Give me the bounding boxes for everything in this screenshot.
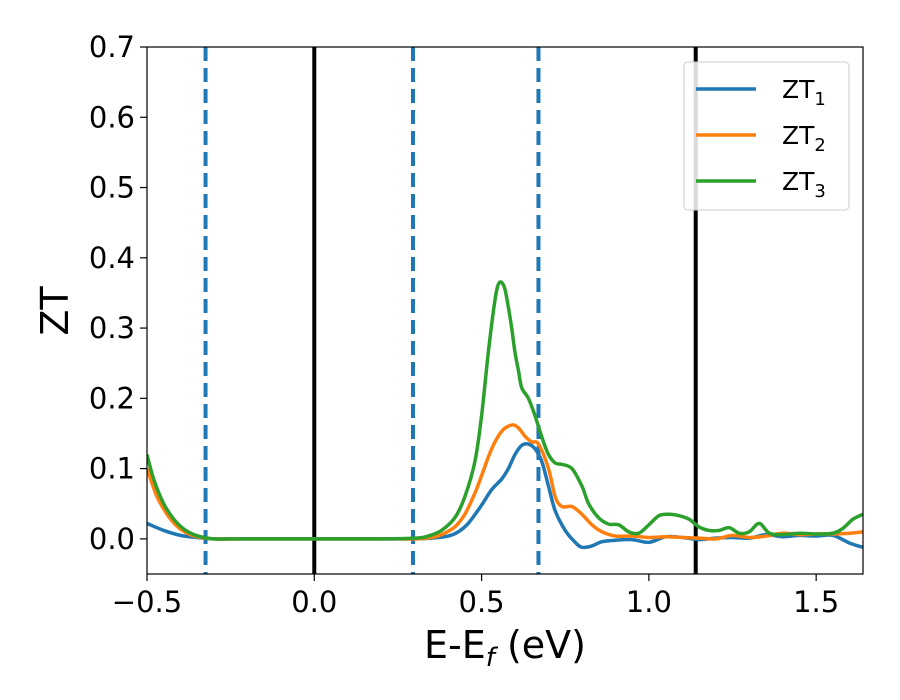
y-tick-label: 0.3	[89, 311, 135, 345]
reference-lines	[203, 47, 698, 574]
x-axis-ticks: −0.5 0.0 0.5 1.0 1.5	[112, 574, 839, 619]
legend-label-zt3: ZT3	[782, 167, 826, 202]
y-tick-label: 0.5	[89, 171, 135, 205]
plot-frame	[146, 46, 864, 575]
legend: ZT1 ZT2 ZT3	[683, 61, 850, 211]
series-line-zt1	[147, 441, 863, 550]
y-tick-label: 0.2	[89, 381, 135, 415]
legend-label-zt2: ZT2	[782, 121, 826, 156]
x-tick-label: 1.5	[793, 585, 839, 619]
y-axis-title: ZT	[33, 286, 77, 336]
series-lines	[147, 280, 863, 550]
y-tick-label: 0.1	[89, 452, 135, 486]
x-tick-label: 0.5	[459, 585, 505, 619]
x-tick-label: 0.0	[291, 585, 337, 619]
y-axis-ticks: 0.0 0.1 0.2 0.3 0.4 0.5 0.6 0.7	[89, 30, 147, 556]
legend-box	[683, 61, 850, 211]
x-tick-label: 1.0	[626, 585, 672, 619]
y-tick-label: 0.4	[89, 241, 135, 275]
series-line-zt2	[147, 423, 863, 541]
legend-label-zt1: ZT1	[782, 75, 826, 110]
y-tick-label: 0.6	[89, 100, 135, 134]
x-axis-title: E-Ef (eV)	[424, 623, 586, 673]
y-tick-label: 0.0	[89, 522, 135, 556]
y-tick-label: 0.7	[89, 30, 135, 64]
x-tick-label: −0.5	[112, 585, 182, 619]
series-line-zt3	[147, 280, 863, 541]
